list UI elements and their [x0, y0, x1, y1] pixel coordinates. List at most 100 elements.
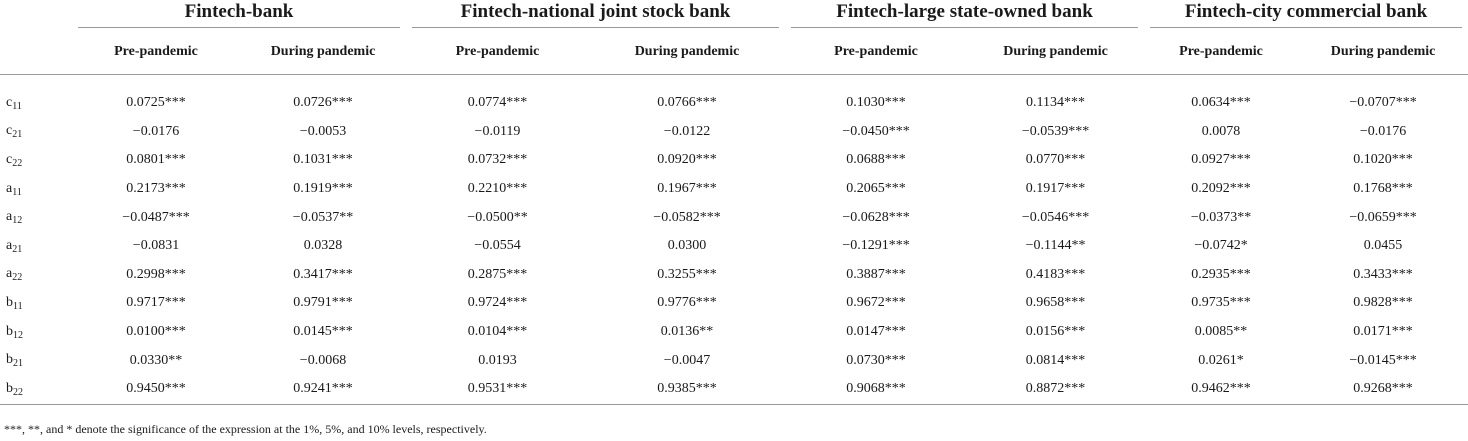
- coefficient-cell: 0.2092***: [1191, 181, 1251, 197]
- coefficient-cell: 0.9531***: [406, 374, 589, 405]
- coefficient-cell: 0.2935***: [1191, 266, 1251, 282]
- parameter-symbol: b: [6, 323, 13, 339]
- coefficient-cell: 0.8872***: [967, 374, 1145, 405]
- coefficient-cell: 0.3887***: [846, 266, 906, 282]
- coefficient-cell: −0.0068: [299, 352, 347, 368]
- coefficient-cell: −0.0487***: [122, 209, 190, 225]
- coefficient-cell: 0.0328: [303, 238, 343, 254]
- coefficient-cell: 0.0455: [1363, 238, 1403, 254]
- parameter-label: a22: [0, 261, 72, 290]
- coefficient-cell: 0.0261*: [1198, 352, 1244, 368]
- coefficient-cell: 0.0814***: [1025, 352, 1086, 368]
- coefficient-cell: −0.0176: [1359, 123, 1407, 139]
- parameter-subscript: 21: [12, 129, 23, 141]
- coefficient-cell: 0.3433***: [1353, 266, 1413, 282]
- table-row: a21 −0.0831 0.0328 −0.0554 0.0300 −0.1291*** −…: [0, 232, 1468, 261]
- parameter-symbol: b: [6, 380, 13, 396]
- parameter-symbol: c: [6, 151, 13, 167]
- coefficient-cell: 0.0766***: [657, 95, 717, 111]
- parameter-symbol: c: [6, 123, 13, 139]
- parameter-label: a21: [0, 232, 72, 261]
- coefficient-cell: −0.0707***: [1349, 95, 1417, 111]
- table-row: a12 −0.0487*** −0.0537** −0.0500** −0.0582**…: [0, 203, 1468, 232]
- parameter-label: b11: [0, 289, 72, 318]
- coefficient-cell: 0.0732***: [467, 152, 528, 168]
- coefficient-cell: −0.0546***: [1021, 209, 1090, 225]
- coefficient-cell: −0.0119: [474, 123, 521, 139]
- coefficient-cell: 0.0730***: [846, 352, 906, 368]
- coefficient-cell: 0.0688***: [846, 152, 906, 168]
- coefficient-cell: 0.1967***: [657, 181, 717, 197]
- coefficient-cell: 0.0145***: [293, 324, 353, 340]
- coefficient-cell: −0.0628***: [842, 209, 910, 225]
- coefficient-cell: 0.2173***: [126, 181, 186, 197]
- parameter-symbol: b: [6, 352, 13, 368]
- period-header: Pre-pandemic: [1144, 32, 1299, 75]
- coefficient-cell: 0.0920***: [657, 152, 717, 168]
- table-row: a11 0.2173*** 0.1919*** 0.2210*** 0.1967*** 0…: [0, 175, 1468, 204]
- coefficient-cell: 0.9735***: [1191, 295, 1251, 311]
- parameter-label: a12: [0, 203, 72, 232]
- table-row: a22 0.2998*** 0.3417*** 0.2875*** 0.3255*** 0…: [0, 261, 1468, 290]
- parameter-symbol: b: [6, 294, 13, 310]
- coefficient-cell: 0.1030***: [846, 95, 906, 111]
- period-header: During pandemic: [967, 32, 1145, 75]
- coefficient-cell: 0.0085**: [1194, 324, 1248, 340]
- coefficient-cell: −0.0500**: [467, 209, 528, 225]
- coefficient-cell: 0.1768***: [1353, 181, 1413, 197]
- coefficient-cell: −0.0582***: [653, 209, 721, 225]
- corner-cell: [0, 0, 72, 32]
- coefficient-cell: 0.9776***: [657, 295, 717, 311]
- table-row: b22 0.9450*** 0.9241*** 0.9531*** 0.9385*** 0…: [0, 374, 1468, 405]
- coefficient-cell: 0.9672***: [846, 295, 906, 311]
- coefficient-cell: 0.9450***: [72, 374, 240, 405]
- parameter-subscript: 11: [13, 300, 23, 312]
- group-header-city-commercial: Fintech-city commercial bank: [1144, 0, 1468, 32]
- table-row: b11 0.9717*** 0.9791*** 0.9724*** 0.9776*** 0…: [0, 289, 1468, 318]
- parameter-symbol: c: [6, 94, 13, 110]
- coefficient-cell: 0.9791***: [293, 295, 353, 311]
- coefficient-cell: 0.0725***: [126, 95, 186, 111]
- coefficient-cell: −0.1291***: [842, 238, 910, 254]
- coefficient-cell: 0.9268***: [1298, 374, 1468, 405]
- coefficient-cell: −0.0831: [132, 238, 180, 254]
- coefficient-cell: 0.1031***: [293, 152, 353, 168]
- parameter-label: b12: [0, 318, 72, 347]
- period-header: During pandemic: [589, 32, 786, 75]
- group-header-row: Fintech-bank Fintech-national joint stoc…: [0, 0, 1468, 32]
- parameter-subscript: 22: [12, 157, 23, 169]
- coefficient-cell: 0.0300: [667, 238, 707, 254]
- parameter-label: c21: [0, 118, 72, 147]
- period-header: During pandemic: [1298, 32, 1468, 75]
- coefficient-cell: 0.0774***: [467, 95, 528, 111]
- coefficient-cell: 0.1020***: [1353, 152, 1413, 168]
- coefficient-cell: −0.0742*: [1194, 238, 1248, 254]
- period-header: Pre-pandemic: [785, 32, 968, 75]
- group-header-national-joint-stock: Fintech-national joint stock bank: [406, 0, 785, 32]
- coefficient-cell: 0.3255***: [657, 266, 717, 282]
- parameter-symbol: a: [6, 180, 13, 196]
- coefficient-cell: 0.0078: [1201, 123, 1241, 139]
- coefficient-cell: 0.9724***: [467, 295, 528, 311]
- coefficient-cell: 0.9241***: [240, 374, 406, 405]
- table-row: c22 0.0801*** 0.1031*** 0.0732*** 0.0920*** 0…: [0, 146, 1468, 175]
- coefficient-cell: −0.0659***: [1349, 209, 1417, 225]
- parameter-subscript: 11: [12, 186, 22, 198]
- coefficient-cell: 0.0193: [478, 352, 517, 368]
- parameter-subscript: 21: [13, 358, 23, 370]
- coefficient-cell: 0.2998***: [126, 266, 186, 282]
- footnote: ***, **, and * denote the significance o…: [4, 422, 487, 436]
- table-row: c11 0.0725*** 0.0726*** 0.0774*** 0.0766*** 0…: [0, 89, 1468, 118]
- period-header: Pre-pandemic: [406, 32, 589, 75]
- coefficient-cell: 0.0330**: [129, 352, 183, 368]
- coefficient-cell: 0.1134***: [1026, 95, 1086, 111]
- coefficient-cell: 0.0770***: [1025, 152, 1086, 168]
- parameter-subscript: 21: [12, 243, 23, 255]
- coefficient-cell: −0.0176: [132, 123, 180, 139]
- coefficient-cell: 0.1919***: [293, 181, 353, 197]
- coefficient-cell: −0.0122: [663, 123, 711, 139]
- coefficient-cell: 0.2065***: [846, 181, 906, 197]
- coefficient-cell: 0.0171***: [1353, 324, 1413, 340]
- coefficient-cell: 0.0726***: [293, 95, 353, 111]
- parameter-subscript: 11: [12, 100, 22, 112]
